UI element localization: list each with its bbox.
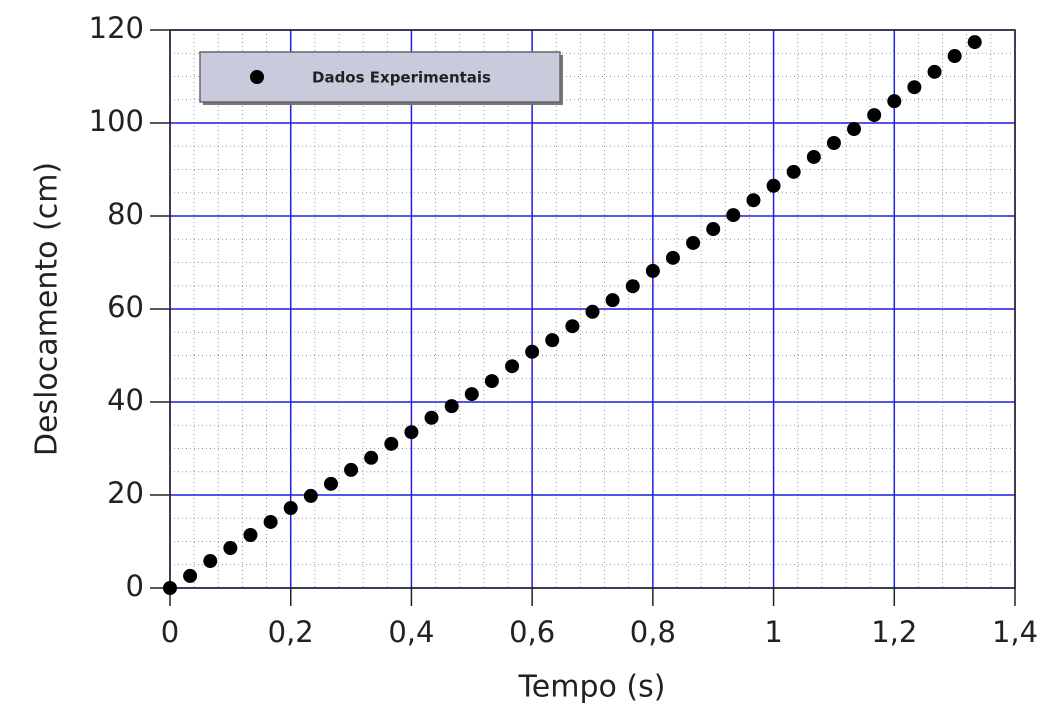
legend-label: Dados Experimentais: [312, 69, 491, 87]
data-point: [283, 501, 298, 516]
data-point: [867, 108, 882, 123]
data-point: [907, 80, 922, 95]
x-tick-label: 0: [161, 615, 179, 649]
data-point: [766, 178, 781, 193]
data-point: [806, 149, 821, 164]
data-point: [183, 568, 198, 583]
data-point: [706, 222, 721, 237]
data-point: [967, 35, 982, 50]
y-tick-label: 0: [126, 569, 144, 603]
data-point: [826, 135, 841, 150]
y-axis-label: Deslocamento (cm): [30, 162, 65, 456]
x-tick-label: 1,4: [992, 615, 1038, 649]
data-point: [746, 193, 761, 208]
y-tick-label: 40: [107, 383, 144, 417]
data-point: [726, 208, 741, 223]
x-tick-label: 0,6: [509, 615, 555, 649]
legend-marker: [250, 70, 264, 84]
data-point: [585, 304, 600, 319]
data-point: [163, 581, 177, 595]
y-tick-label: 20: [107, 476, 144, 510]
data-point: [665, 250, 680, 265]
data-point: [344, 462, 359, 477]
data-point: [323, 476, 338, 491]
data-point: [384, 436, 399, 451]
data-point: [565, 319, 580, 334]
plot-frame: [169, 29, 1016, 589]
x-tick-label: 0,4: [388, 615, 434, 649]
data-point: [203, 554, 218, 569]
data-point: [625, 279, 640, 294]
data-point: [847, 122, 862, 137]
y-tick-label: 120: [89, 11, 144, 45]
data-point: [686, 235, 701, 250]
data-point: [424, 410, 439, 425]
data-point: [223, 541, 238, 556]
data-point: [404, 425, 419, 440]
data-point: [464, 387, 479, 402]
y-tick-label: 100: [89, 104, 144, 138]
data-point: [545, 333, 560, 348]
data-point: [887, 94, 902, 109]
data-point: [263, 514, 278, 529]
data-point: [947, 49, 962, 64]
data-point: [645, 263, 660, 278]
x-tick-label: 0,2: [268, 615, 314, 649]
data-point: [505, 359, 520, 374]
data-point: [364, 450, 379, 465]
data-point: [303, 488, 318, 503]
x-tick-label: 1,2: [871, 615, 917, 649]
data-point: [484, 374, 499, 389]
y-tick-label: 80: [107, 197, 144, 231]
x-tick-label: 1: [764, 615, 782, 649]
x-axis-label: Tempo (s): [518, 670, 666, 705]
data-point: [525, 344, 540, 359]
data-point: [444, 399, 459, 414]
x-tick-label: 0,8: [630, 615, 676, 649]
data-point: [243, 527, 258, 542]
data-point: [927, 64, 942, 79]
data-point: [786, 164, 801, 179]
y-tick-label: 60: [107, 290, 144, 324]
data-point: [605, 293, 620, 308]
